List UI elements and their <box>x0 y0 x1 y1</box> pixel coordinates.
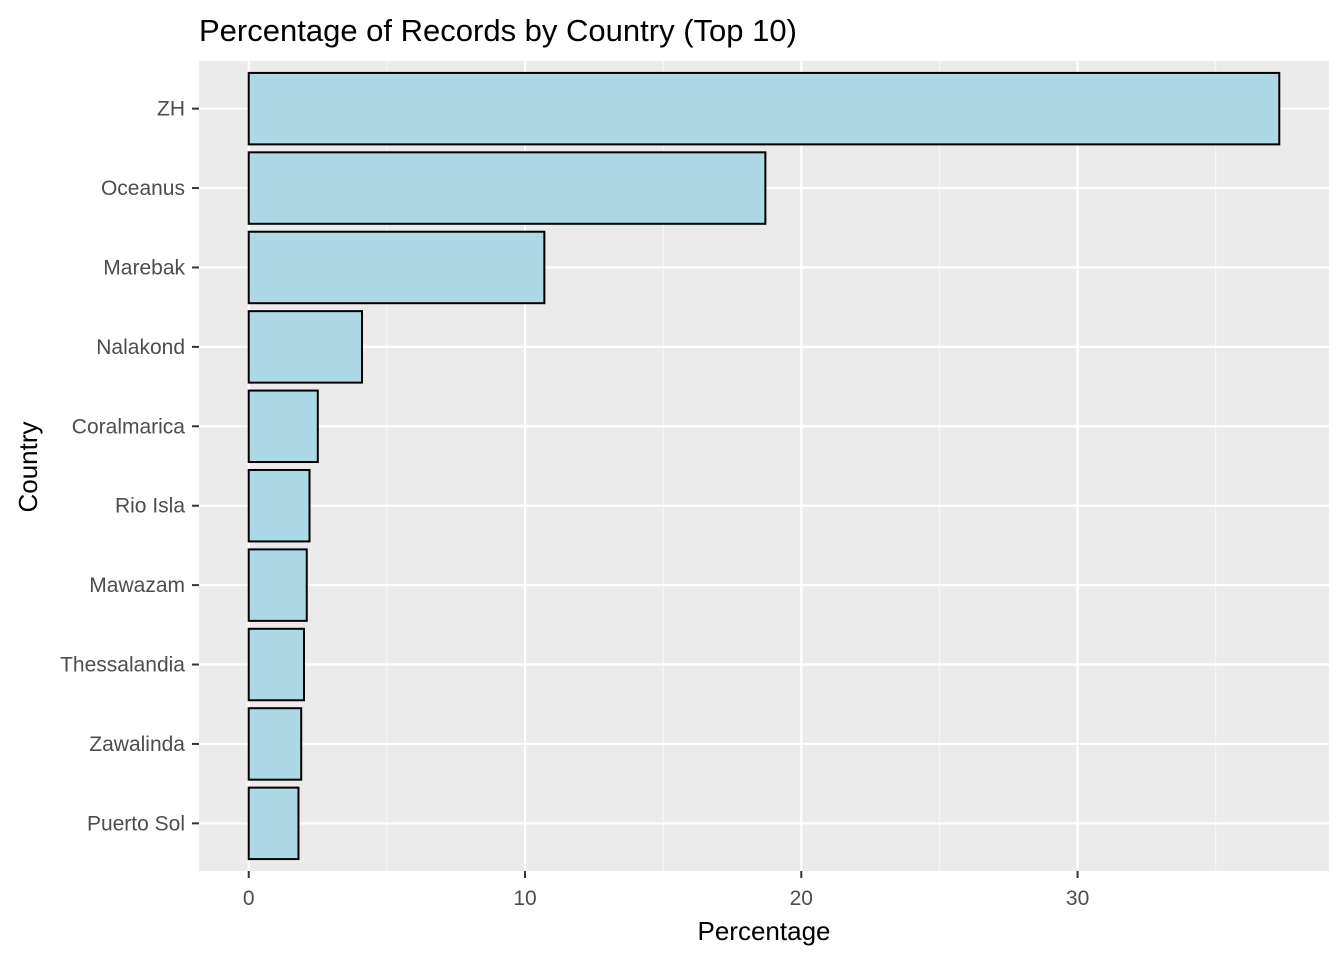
bar-oceanus <box>247 151 767 225</box>
y-tick-label: Zawalinda <box>89 733 185 756</box>
y-tick-label: Marebak <box>103 256 185 279</box>
bar-nalakond <box>247 310 364 384</box>
bar-thessalandia <box>247 627 305 702</box>
y-tick-label: Thessalandia <box>60 654 185 677</box>
y-tick-label: ZH <box>157 98 185 121</box>
bar-coralmarica <box>247 389 319 464</box>
y-tick-label: Rio Isla <box>115 495 185 518</box>
y-tick-label: Oceanus <box>101 177 185 200</box>
chart-title: Percentage of Records by Country (Top 10… <box>199 13 797 48</box>
bar-rio-isla <box>247 468 311 543</box>
bar-zh <box>247 71 1281 146</box>
x-tick-label: 30 <box>1066 887 1089 910</box>
x-axis-title: Percentage <box>698 916 831 946</box>
x-tick-label: 10 <box>513 887 536 910</box>
bar-mawazam <box>247 548 308 622</box>
bar-zawalinda <box>247 707 303 781</box>
bar-marebak <box>247 230 546 305</box>
bars <box>247 71 1281 861</box>
y-axis-title: Country <box>13 421 43 512</box>
y-axis: ZH Oceanus Marebak Nalakond Coralmarica Rio I… <box>60 98 199 835</box>
y-tick-label: Mawazam <box>89 574 185 597</box>
y-tick-label: Nalakond <box>96 336 185 359</box>
bar-puerto-sol <box>247 786 300 861</box>
x-tick-label: 20 <box>790 887 813 910</box>
x-tick-label: 0 <box>243 887 255 910</box>
y-tick-label: Coralmarica <box>72 415 186 438</box>
y-tick-label: Puerto Sol <box>87 812 185 835</box>
x-axis: 0 10 20 30 <box>243 871 1089 910</box>
